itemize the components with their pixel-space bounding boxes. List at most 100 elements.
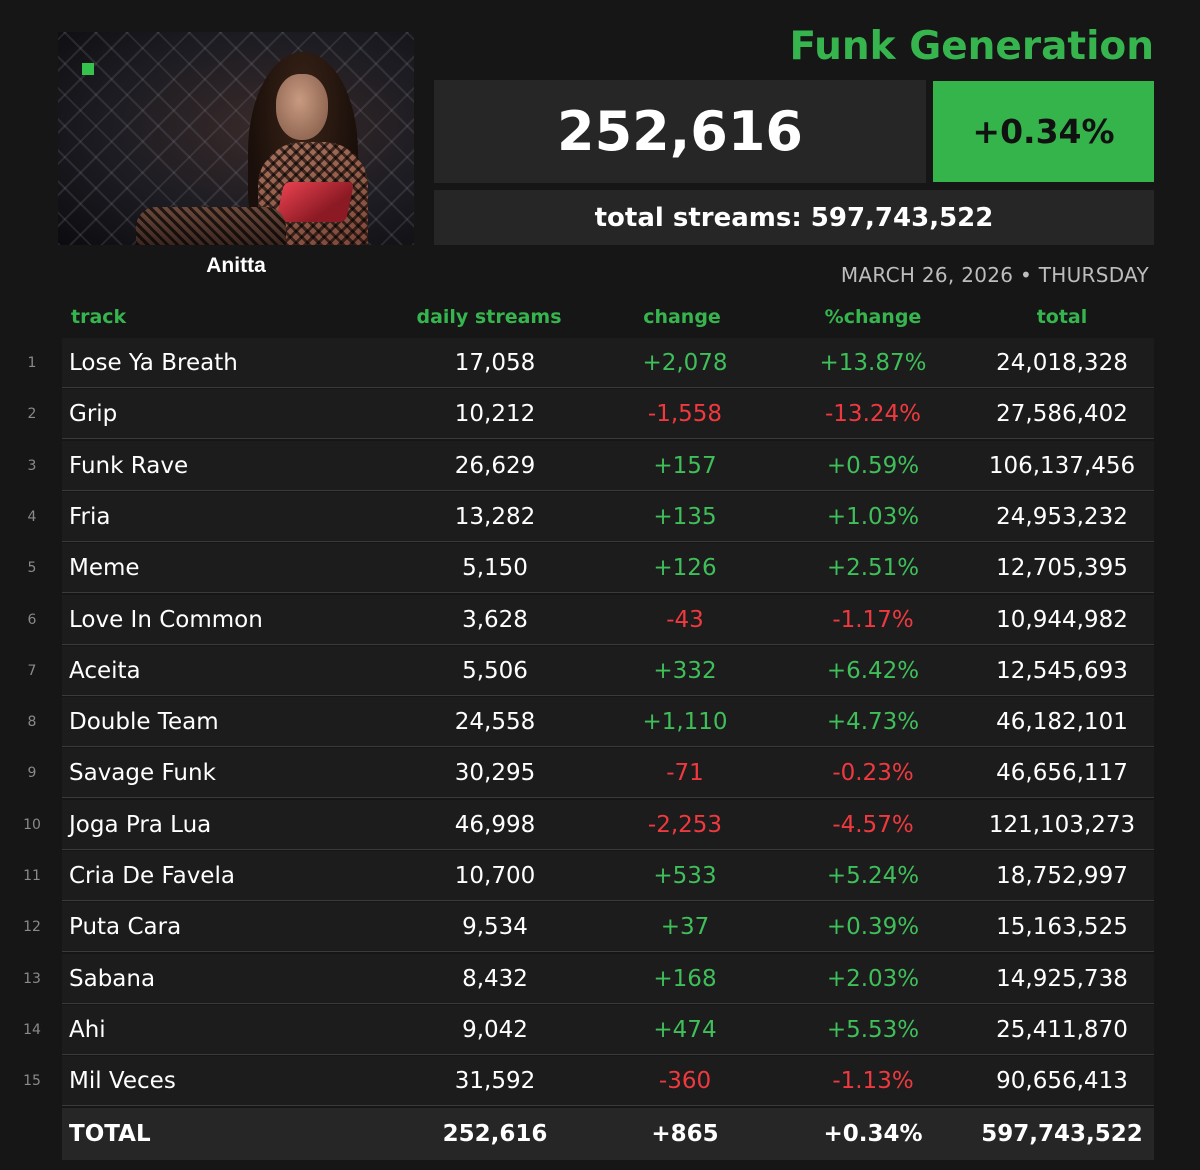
- row-band: [62, 1004, 1154, 1055]
- row-band: [62, 491, 1154, 542]
- row-rank: 7: [27, 662, 37, 679]
- row-pct-change: -1.13%: [832, 1068, 914, 1095]
- row-pct-change: -4.57%: [832, 811, 914, 838]
- row-track-name: Ahi: [69, 1016, 106, 1043]
- row-change: +1,110: [642, 709, 728, 736]
- table-row: 15 Mil Veces 31,592 -360 -1.13% 90,656,413: [0, 1056, 1200, 1107]
- row-band: [62, 697, 1154, 748]
- row-pct-change: +5.24%: [826, 863, 920, 889]
- row-daily-streams: 10,700: [454, 863, 536, 889]
- row-track-name: Mil Veces: [69, 1068, 176, 1095]
- row-daily-streams: 8,432: [462, 965, 528, 992]
- table-row: 9 Savage Funk 30,295 -71 -0.23% 46,656,117: [0, 748, 1200, 799]
- daily-change-badge: +0.34%: [933, 81, 1154, 182]
- row-total: 25,411,870: [996, 1016, 1128, 1043]
- table-row: 5 Meme 5,150 +126 +2.51% 12,705,395: [0, 543, 1200, 594]
- row-total: 24,953,232: [996, 503, 1128, 530]
- header-total: total: [1036, 306, 1088, 328]
- row-change: +126: [653, 555, 717, 582]
- row-band: [62, 953, 1154, 1004]
- row-track-name: Love In Common: [69, 606, 263, 633]
- row-rank: 4: [27, 508, 37, 525]
- artist-name: Anitta: [206, 254, 266, 277]
- row-total: 18,752,997: [996, 863, 1128, 889]
- table-row: 8 Double Team 24,558 +1,110 +4.73% 46,182,101: [0, 697, 1200, 748]
- row-band: [62, 389, 1154, 440]
- row-rank: 1: [27, 355, 37, 371]
- row-pct-change: +6.42%: [826, 657, 920, 684]
- row-band: [62, 440, 1154, 491]
- row-total: 12,705,395: [996, 555, 1128, 582]
- row-band: [62, 1056, 1154, 1107]
- header-daily-streams: daily streams: [416, 306, 562, 328]
- total-daily-streams: 252,616: [442, 1120, 548, 1147]
- row-band: [62, 338, 1154, 388]
- row-change: -2,253: [647, 811, 723, 838]
- row-track-name: Cria De Favela: [69, 863, 235, 889]
- row-daily-streams: 46,998: [454, 811, 536, 838]
- table-row: 10 Joga Pra Lua 46,998 -2,253 -4.57% 121,103,…: [0, 799, 1200, 851]
- row-track-name: Puta Cara: [69, 914, 182, 941]
- row-change: -43: [666, 606, 704, 633]
- row-pct-change: +13.87%: [819, 350, 927, 376]
- row-band: [62, 645, 1154, 696]
- row-daily-streams: 17,058: [454, 350, 536, 376]
- row-daily-streams: 10,212: [454, 401, 536, 428]
- total-streams-sum: 597,743,522: [981, 1120, 1143, 1147]
- row-rank: 6: [27, 611, 37, 628]
- row-pct-change: +0.59%: [826, 452, 920, 479]
- row-change: +474: [653, 1016, 717, 1043]
- row-change: +157: [653, 452, 717, 479]
- row-rank: 2: [27, 406, 37, 423]
- tracks-table: track daily streams change %change total…: [0, 300, 1200, 1160]
- table-row: 3 Funk Rave 26,629 +157 +0.59% 106,137,456: [0, 440, 1200, 492]
- row-rank: 3: [27, 457, 37, 474]
- row-band: [62, 543, 1154, 594]
- row-change: +135: [653, 503, 717, 530]
- row-daily-streams: 5,506: [462, 657, 528, 684]
- table-row: 1 Lose Ya Breath 17,058 +2,078 +13.87% 24,018…: [0, 338, 1200, 389]
- row-change: -1,558: [647, 401, 723, 428]
- row-pct-change: +2.03%: [826, 965, 920, 992]
- row-track-name: Sabana: [69, 965, 156, 992]
- row-change: -360: [658, 1068, 712, 1095]
- header-pct-change: %change: [824, 306, 922, 328]
- row-pct-change: +4.73%: [826, 709, 920, 736]
- row-track-name: Lose Ya Breath: [69, 350, 238, 376]
- row-total: 27,586,402: [996, 401, 1128, 428]
- row-rank: 5: [27, 560, 37, 577]
- header-track: track: [71, 306, 127, 328]
- row-daily-streams: 30,295: [454, 760, 536, 787]
- row-track-name: Joga Pra Lua: [69, 811, 212, 838]
- table-header: track daily streams change %change total: [0, 300, 1200, 338]
- row-total: 15,163,525: [996, 914, 1128, 941]
- album-cover-image: [58, 32, 414, 245]
- table-row: 11 Cria De Favela 10,700 +533 +5.24% 18,752,9…: [0, 851, 1200, 902]
- row-daily-streams: 9,042: [462, 1016, 528, 1043]
- cover-figure-face: [276, 74, 328, 140]
- cover-figure-leg: [136, 207, 286, 245]
- row-rank: 15: [23, 1073, 41, 1090]
- row-pct-change: +2.51%: [826, 555, 920, 582]
- row-rank: 12: [23, 919, 41, 936]
- daily-streams-total: 252,616: [434, 80, 926, 183]
- row-pct-change: -0.23%: [832, 760, 914, 787]
- table-row: 13 Sabana 8,432 +168 +2.03% 14,925,738: [0, 953, 1200, 1005]
- cover-figure-outfit: [275, 182, 355, 222]
- total-change: +865: [651, 1120, 719, 1147]
- row-change: +332: [653, 657, 717, 684]
- row-track-name: Double Team: [69, 709, 219, 736]
- row-total: 14,925,738: [996, 965, 1128, 992]
- row-total: 10,944,982: [996, 606, 1128, 633]
- row-rank: 11: [23, 868, 41, 884]
- row-total: 24,018,328: [996, 350, 1128, 376]
- row-band: [62, 748, 1154, 799]
- row-pct-change: -1.17%: [832, 606, 914, 633]
- row-rank: 8: [27, 714, 37, 731]
- row-track-name: Grip: [69, 401, 118, 428]
- row-band: [62, 799, 1154, 850]
- total-row-band: [62, 1107, 1154, 1160]
- row-pct-change: +1.03%: [826, 503, 920, 530]
- row-rank: 10: [23, 816, 41, 833]
- row-band: [62, 594, 1154, 645]
